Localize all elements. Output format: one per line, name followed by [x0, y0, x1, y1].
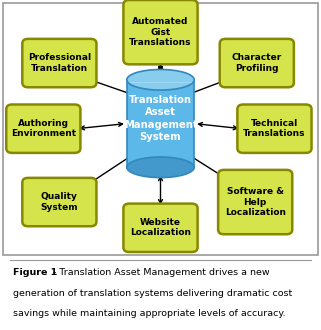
FancyBboxPatch shape: [220, 39, 294, 87]
Text: Quality
System: Quality System: [40, 192, 78, 212]
FancyBboxPatch shape: [237, 105, 311, 153]
Polygon shape: [127, 80, 194, 167]
Text: - Translation Asset Management drives a new: - Translation Asset Management drives a …: [50, 268, 269, 277]
Ellipse shape: [127, 70, 194, 90]
Ellipse shape: [127, 157, 194, 178]
Text: Translation
Asset
Management
System: Translation Asset Management System: [124, 95, 197, 142]
Text: Website
Localization: Website Localization: [130, 218, 191, 238]
FancyBboxPatch shape: [6, 105, 80, 153]
FancyBboxPatch shape: [218, 170, 292, 234]
Text: generation of translation systems delivering dramatic cost: generation of translation systems delive…: [13, 289, 292, 298]
Text: Technical
Translations: Technical Translations: [243, 119, 306, 138]
FancyBboxPatch shape: [123, 0, 197, 64]
FancyBboxPatch shape: [22, 39, 96, 87]
Text: Figure 1: Figure 1: [13, 268, 57, 277]
FancyBboxPatch shape: [123, 204, 197, 252]
Text: Automated
Gist
Translations: Automated Gist Translations: [129, 17, 192, 47]
Text: Software &
Help
Localization: Software & Help Localization: [225, 187, 286, 217]
Text: Professional
Translation: Professional Translation: [28, 53, 91, 73]
FancyBboxPatch shape: [22, 178, 96, 226]
Text: Authoring
Environment: Authoring Environment: [11, 119, 76, 138]
Text: Character
Profiling: Character Profiling: [232, 53, 282, 73]
Text: savings while maintaining appropriate levels of accuracy.: savings while maintaining appropriate le…: [13, 309, 285, 318]
